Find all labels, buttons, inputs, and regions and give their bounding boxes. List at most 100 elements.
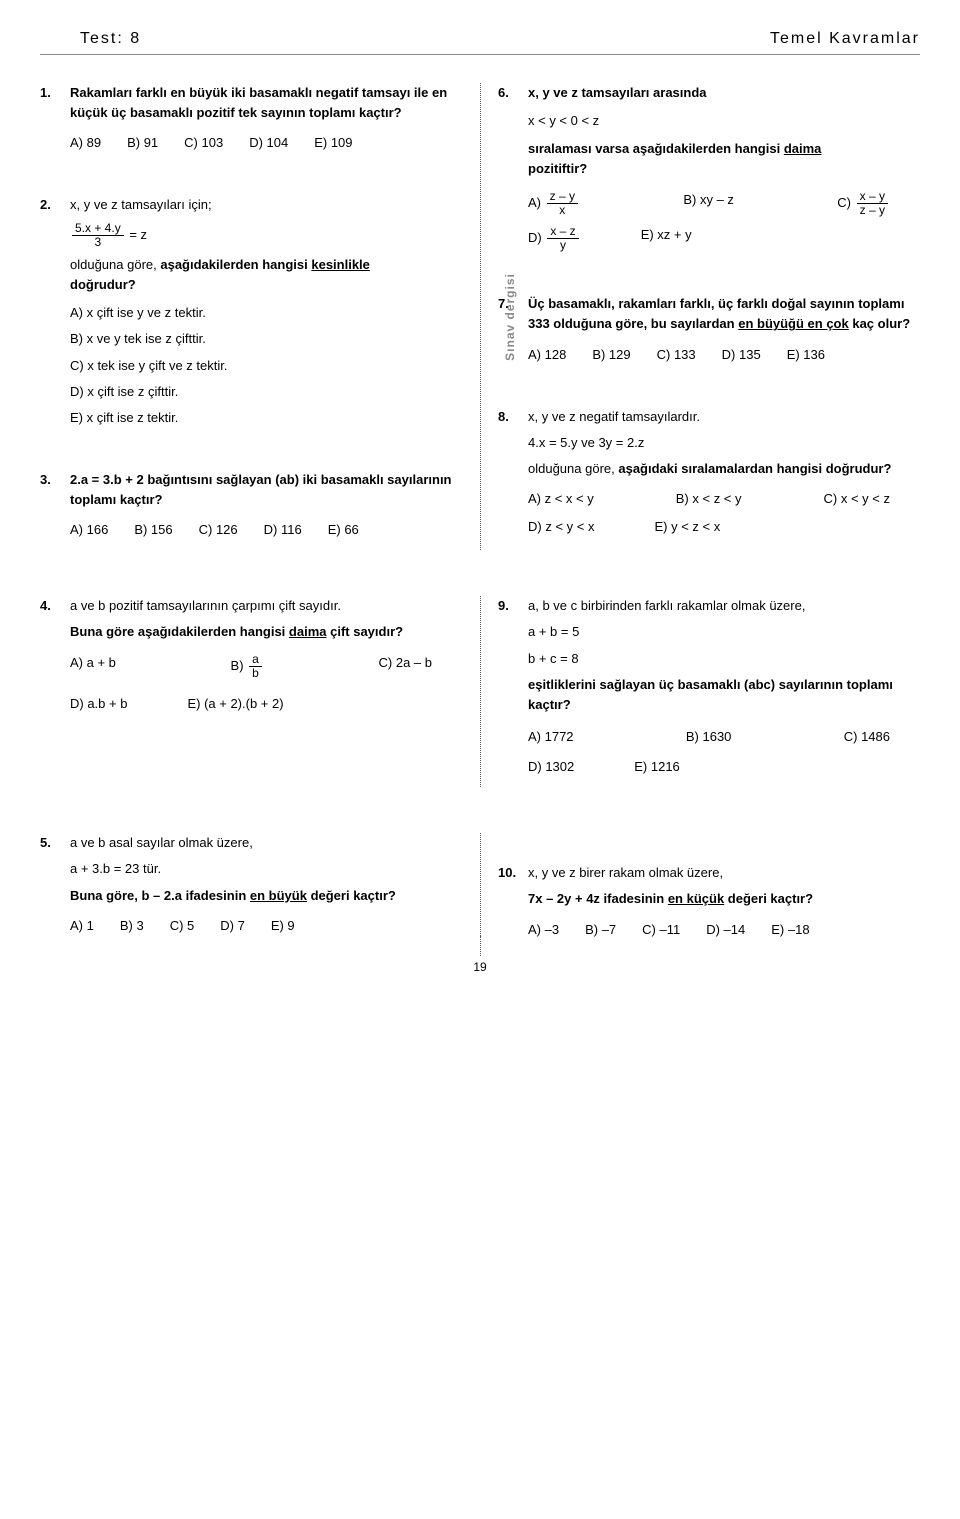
q2-opt-e: E) x çift ise z tektir. (70, 408, 462, 428)
q8-options-row1: A) z < x < y B) x < z < y C) x < y < z (528, 489, 920, 509)
q8-options-row2: D) z < y < x E) y < z < x (528, 517, 920, 537)
q6-opt-c: C) x – yz – y (837, 190, 890, 217)
middle-left-col: 4. a ve b pozitif tamsayılarının çarpımı… (40, 596, 480, 787)
q3-text: 2.a = 3.b + 2 bağıntısını sağlayan (ab) … (70, 472, 452, 507)
q5-options: A) 1 B) 3 C) 5 D) 7 E) 9 (70, 916, 462, 936)
q7-opt-a: A) 128 (528, 345, 566, 365)
q8-prompt: olduğuna göre, aşağıdaki sıralamalardan … (528, 459, 920, 479)
q2-eq-right: = z (126, 227, 147, 242)
q4-opt-a: A) a + b (70, 653, 116, 680)
q8-opt-b: B) x < z < y (676, 489, 742, 509)
q2-opt-c: C) x tek ise y çift ve z tektir. (70, 356, 462, 376)
q3-options: A) 166 B) 156 C) 126 D) 116 E) 66 (70, 520, 462, 540)
q2-frac-num: 5.x + 4.y (72, 222, 124, 236)
q8-opt-d: D) z < y < x (528, 517, 594, 537)
question-6: 6. x, y ve z tamsayıları arasında x < y … (498, 83, 920, 252)
q5-number: 5. (40, 833, 62, 853)
q10-opt-d: D) –14 (706, 920, 745, 940)
q2-options: A) x çift ise y ve z tektir. B) x ve y t… (70, 303, 462, 428)
q6-ineq: x < y < 0 < z (528, 111, 920, 131)
page-number: 19 (40, 960, 920, 974)
q6-number: 6. (498, 83, 520, 103)
q8-opt-e: E) y < z < x (654, 517, 720, 537)
column-separator-3 (480, 833, 481, 949)
magazine-label: Sınav dergisi (503, 273, 517, 361)
q5-opt-d: D) 7 (220, 916, 245, 936)
q4-prompt: Buna göre aşağıdakilerden hangisi daima … (70, 622, 462, 642)
q8-opt-c: C) x < y < z (824, 489, 890, 509)
question-1: 1. Rakamları farklı en büyük iki basamak… (40, 83, 462, 153)
upper-columns: 1. Rakamları farklı en büyük iki basamak… (40, 83, 920, 550)
question-2: 2. x, y ve z tamsayıları için; 5.x + 4.y… (40, 195, 462, 428)
chapter-title: Temel Kavramlar (770, 30, 920, 48)
q4-line1: a ve b pozitif tamsayılarının çarpımı çi… (70, 596, 462, 616)
q10-line1: x, y ve z birer rakam olmak üzere, (528, 863, 920, 883)
q10-opt-b: B) –7 (585, 920, 616, 940)
q9-line2: a + b = 5 (528, 622, 920, 642)
q1-text: Rakamları farklı en büyük iki basamaklı … (70, 85, 447, 120)
q7-options: A) 128 B) 129 C) 133 D) 135 E) 136 (528, 345, 920, 365)
page: Test: 8 Temel Kavramlar 1. Rakamları far… (0, 0, 960, 994)
q2-opt-d: D) x çift ise z çifttir. (70, 382, 462, 402)
q7-opt-d: D) 135 (722, 345, 761, 365)
q6-options-row2: D) x – zy E) xz + y (528, 225, 920, 252)
q1-opt-e: E) 109 (314, 133, 352, 153)
test-number: Test: 8 (40, 30, 141, 48)
q6-opt-a: A) z – yx (528, 190, 580, 217)
upper-left-col: 1. Rakamları farklı en büyük iki basamak… (40, 83, 480, 550)
q10-opt-a: A) –3 (528, 920, 559, 940)
q1-opt-b: B) 91 (127, 133, 158, 153)
q10-opt-c: C) –11 (642, 920, 680, 940)
q9-opt-a: A) 1772 (528, 727, 574, 747)
lower-left-col: 5. a ve b asal sayılar olmak üzere, a + … (40, 833, 480, 949)
question-8: 8. x, y ve z negatif tamsayılardır. 4.x … (498, 407, 920, 538)
q10-opt-e: E) –18 (771, 920, 809, 940)
q6-opt-b: B) xy – z (683, 190, 734, 217)
q1-opt-c: C) 103 (184, 133, 223, 153)
q2-intro: x, y ve z tamsayıları için; (70, 195, 462, 215)
q7-text: Üç basamaklı, rakamları farklı, üç farkl… (528, 296, 910, 331)
q4-opt-d: D) a.b + b (70, 694, 127, 714)
q6-opt-e: E) xz + y (641, 225, 692, 252)
column-separator-2 (480, 596, 481, 787)
page-header: Test: 8 Temel Kavramlar (40, 30, 920, 55)
q3-opt-c: C) 126 (199, 520, 238, 540)
q10-number: 10. (498, 863, 520, 883)
q4-number: 4. (40, 596, 62, 616)
question-7: 7. Üç basamaklı, rakamları farklı, üç fa… (498, 294, 920, 364)
q5-prompt: Buna göre, b – 2.a ifadesinin en büyük d… (70, 886, 462, 906)
q9-options-row1: A) 1772 B) 1630 C) 1486 (528, 727, 920, 747)
q9-line3: b + c = 8 (528, 649, 920, 669)
q10-prompt: 7x – 2y + 4z ifadesinin en küçük değeri … (528, 889, 920, 909)
q7-opt-e: E) 136 (787, 345, 825, 365)
q8-line2: 4.x = 5.y ve 3y = 2.z (528, 433, 920, 453)
q3-opt-d: D) 116 (264, 520, 302, 540)
q3-opt-b: B) 156 (134, 520, 172, 540)
q2-frac-den: 3 (72, 236, 124, 249)
q4-options-row1: A) a + b B) ab C) 2a – b (70, 653, 462, 680)
question-9: 9. a, b ve c birbirinden farklı rakamlar… (498, 596, 920, 777)
q4-options-row2: D) a.b + b E) (a + 2).(b + 2) (70, 694, 462, 714)
question-4: 4. a ve b pozitif tamsayılarının çarpımı… (40, 596, 462, 714)
q4-opt-c: C) 2a – b (379, 653, 432, 680)
middle-right-col: 9. a, b ve c birbirinden farklı rakamlar… (480, 596, 920, 787)
q3-opt-a: A) 166 (70, 520, 108, 540)
q1-number: 1. (40, 83, 62, 103)
middle-columns: 4. a ve b pozitif tamsayılarının çarpımı… (40, 596, 920, 787)
lower-columns: 5. a ve b asal sayılar olmak üzere, a + … (40, 833, 920, 949)
q5-opt-e: E) 9 (271, 916, 295, 936)
q4-opt-b: B) ab (231, 653, 264, 680)
q5-line1: a ve b asal sayılar olmak üzere, (70, 833, 462, 853)
q7-opt-c: C) 133 (657, 345, 696, 365)
q1-options: A) 89 B) 91 C) 103 D) 104 E) 109 (70, 133, 462, 153)
lower-right-col: 10. x, y ve z birer rakam olmak üzere, 7… (480, 833, 920, 949)
q6-opt-d: D) x – zy (528, 225, 581, 252)
q8-opt-a: A) z < x < y (528, 489, 594, 509)
q5-opt-c: C) 5 (170, 916, 195, 936)
q8-line1: x, y ve z negatif tamsayılardır. (528, 407, 920, 427)
q9-prompt: eşitliklerini sağlayan üç basamaklı (abc… (528, 675, 920, 715)
question-3: 3. 2.a = 3.b + 2 bağıntısını sağlayan (a… (40, 470, 462, 540)
q9-opt-e: E) 1216 (634, 757, 680, 777)
q1-opt-a: A) 89 (70, 133, 101, 153)
q3-number: 3. (40, 470, 62, 490)
